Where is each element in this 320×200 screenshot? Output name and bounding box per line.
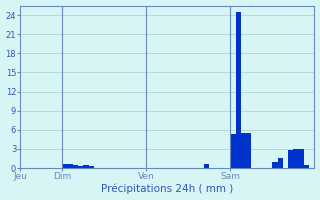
- Bar: [68, 164, 73, 168]
- Bar: [241, 133, 246, 168]
- Bar: [204, 164, 209, 168]
- Bar: [272, 162, 278, 168]
- Bar: [293, 149, 299, 168]
- Bar: [278, 158, 283, 168]
- Bar: [304, 165, 309, 168]
- Bar: [288, 150, 293, 168]
- Bar: [62, 164, 68, 168]
- X-axis label: Précipitations 24h ( mm ): Précipitations 24h ( mm ): [101, 184, 234, 194]
- Bar: [246, 133, 252, 168]
- Bar: [299, 149, 304, 168]
- Bar: [84, 165, 89, 168]
- Bar: [230, 134, 236, 168]
- Bar: [78, 166, 84, 168]
- Bar: [89, 166, 94, 168]
- Bar: [73, 165, 78, 168]
- Bar: [236, 12, 241, 168]
